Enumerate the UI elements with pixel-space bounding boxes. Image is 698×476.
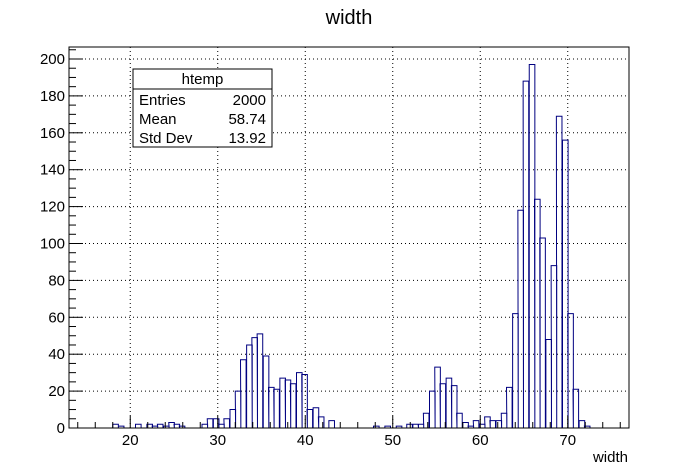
stats-entries-value: 2000: [233, 92, 266, 109]
y-tick-label: 200: [40, 51, 65, 68]
x-tick-label: 20: [122, 432, 139, 449]
grid-lines: [69, 47, 629, 428]
plot-frame: [68, 46, 630, 429]
x-tick-label: 30: [209, 432, 226, 449]
y-tick-label: 120: [40, 199, 65, 216]
stats-mean-value: 58.74: [228, 111, 266, 128]
stats-mean-label: Mean: [139, 111, 177, 128]
y-tick-label: 40: [48, 346, 65, 363]
histogram-line: [69, 64, 629, 429]
y-tick-label: 60: [48, 309, 65, 326]
x-axis-label: width: [592, 449, 628, 466]
x-tick-label: 40: [297, 432, 314, 449]
y-tick-label: 180: [40, 88, 65, 105]
x-tick-label: 50: [384, 432, 401, 449]
y-tick-label: 100: [40, 235, 65, 252]
stats-box: htemp Entries 2000 Mean 58.74 Std Dev 13…: [132, 68, 273, 148]
y-tick-label: 0: [57, 420, 65, 437]
y-tick-label: 20: [48, 383, 65, 400]
x-axis: 20 30 40 50 60 70: [77, 416, 621, 449]
y-axis: 0 20 40 60 80 100 120 140 160 180 200: [40, 49, 83, 437]
stats-entries-label: Entries: [139, 92, 186, 109]
y-tick-label: 140: [40, 162, 65, 179]
chart-title: width: [325, 7, 373, 29]
stats-box-title: htemp: [182, 71, 224, 88]
stats-stddev-label: Std Dev: [139, 130, 193, 147]
y-tick-label: 160: [40, 125, 65, 142]
stats-stddev-value: 13.92: [228, 130, 266, 147]
x-tick-label: 60: [472, 432, 489, 449]
x-tick-label: 70: [559, 432, 576, 449]
y-tick-label: 80: [48, 272, 65, 289]
